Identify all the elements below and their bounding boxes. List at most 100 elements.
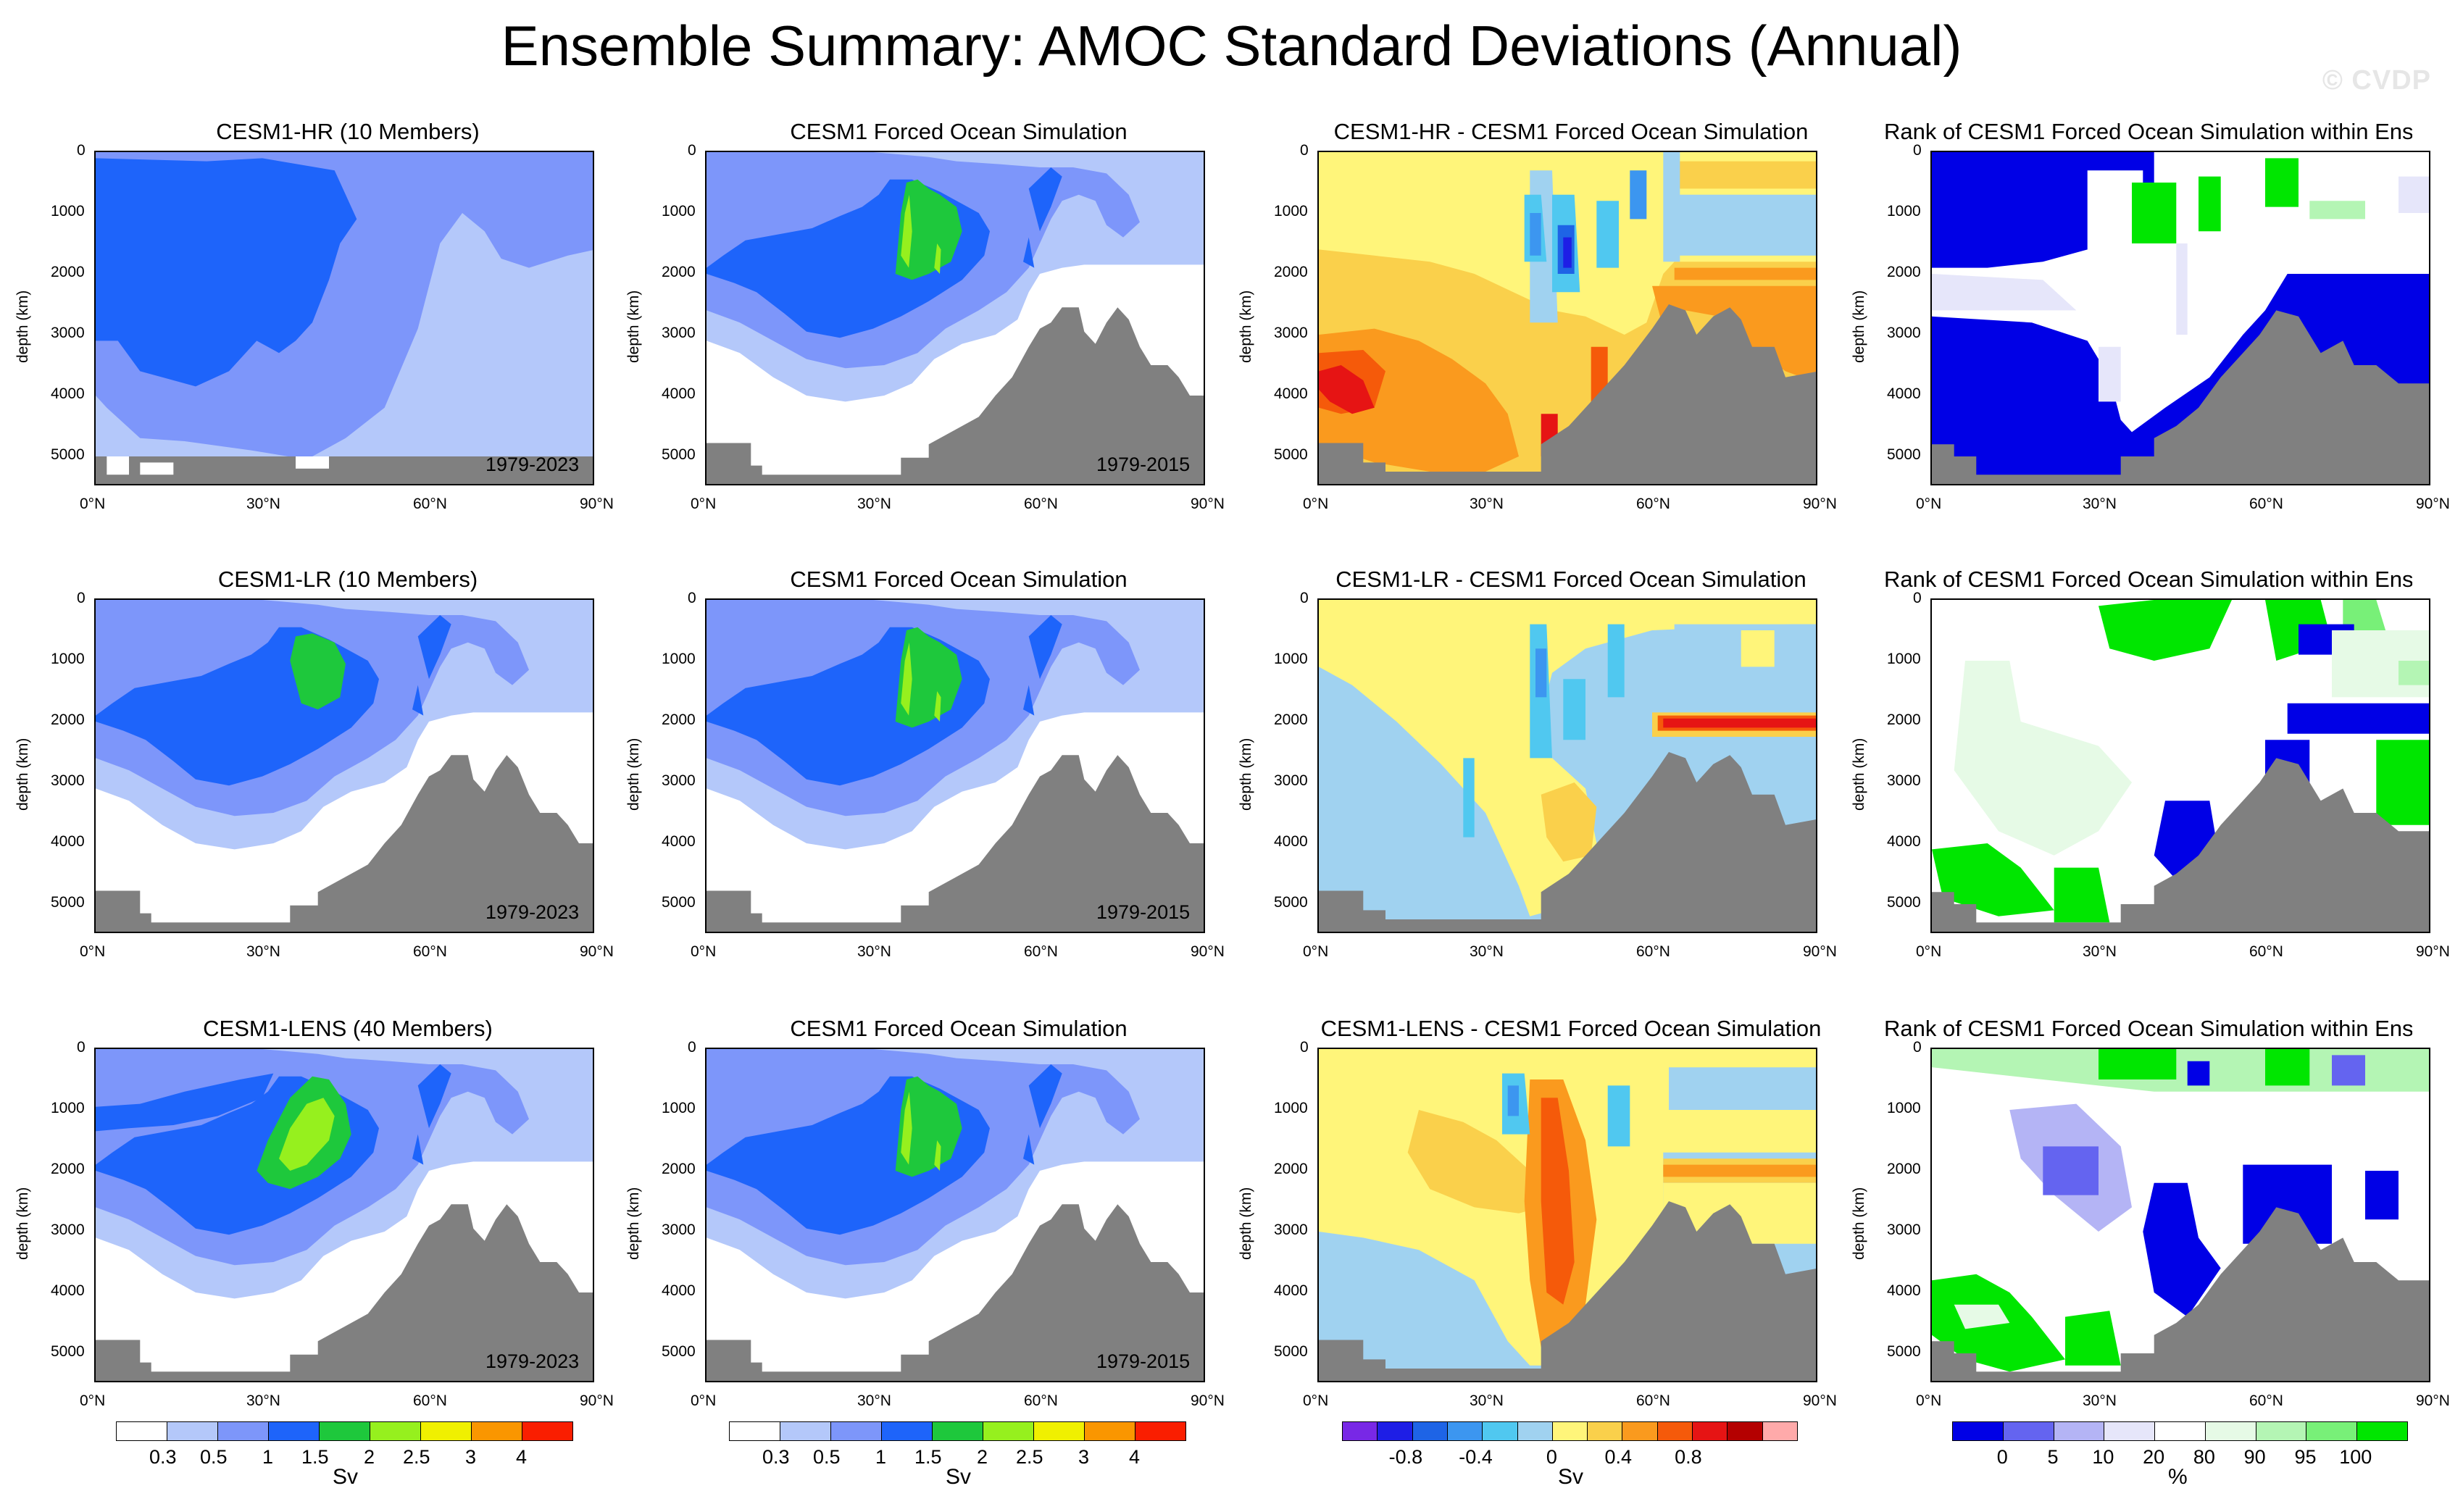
plot-area <box>94 598 594 933</box>
x-tick-label: 0°N <box>691 943 717 960</box>
colorbar-tick-label: 0.5 <box>200 1446 228 1468</box>
colorbar-tick-label: 0 <box>1996 1446 2008 1468</box>
colorbar-swatch <box>217 1421 269 1441</box>
x-tick-label: 90°N <box>1803 496 1837 512</box>
colorbar-swatch <box>780 1421 831 1441</box>
y-tick-label: 1000 <box>662 651 696 667</box>
colorbar-tick-label: 3 <box>1078 1446 1090 1468</box>
y-tick-label: 0 <box>1913 590 1922 606</box>
colorbar-swatch <box>1727 1421 1763 1441</box>
colorbar-swatch <box>370 1421 421 1441</box>
y-tick-label: 0 <box>688 590 696 606</box>
colorbar-swatch <box>2053 1421 2105 1441</box>
bathymetry-mask <box>707 755 1204 932</box>
x-tick-label: 30°N <box>2083 1392 2117 1409</box>
colorbar-swatch <box>1342 1421 1378 1441</box>
period-label: 1979-2023 <box>485 901 580 923</box>
y-tick-label: 5000 <box>1274 894 1308 911</box>
colorbar-tick-label: 0.8 <box>1675 1446 1702 1468</box>
colorbar-swatch <box>1692 1421 1728 1441</box>
y-tick-label: 2000 <box>1274 264 1308 280</box>
y-tick-label: 4000 <box>1887 385 1921 402</box>
y-tick-label: 3000 <box>1887 772 1921 789</box>
panel-title: CESM1-LR (10 Members) <box>217 567 478 592</box>
x-tick-label: 30°N <box>1470 1392 1504 1409</box>
plot-area <box>1317 1048 1817 1382</box>
y-axis-label: depth (km) <box>1238 290 1254 363</box>
colorbar-swatch <box>1622 1421 1658 1441</box>
plot-area <box>1930 598 2430 933</box>
y-tick-label: 0 <box>688 1039 696 1056</box>
panel-title: CESM1-LENS - CESM1 Forced Ocean Simulati… <box>1320 1016 1822 1041</box>
bathymetry-gap <box>107 456 129 475</box>
x-tick-label: 30°N <box>246 1392 280 1409</box>
x-tick-label: 0°N <box>1916 943 1942 960</box>
colorbar-swatch <box>2255 1421 2307 1441</box>
heatmap-diff-lr <box>1319 600 1816 932</box>
plot-area <box>94 151 594 485</box>
y-tick-label: 1000 <box>662 203 696 220</box>
heatmap-diff-hr <box>1319 152 1816 484</box>
colorbar-swatch <box>1084 1421 1135 1441</box>
colorbar-tick-label: 2 <box>977 1446 988 1468</box>
x-tick-label: 60°N <box>1636 496 1670 512</box>
y-tick-label: 5000 <box>662 446 696 463</box>
x-tick-label: 0°N <box>80 943 106 960</box>
bathymetry-mask <box>1319 304 1816 484</box>
colorbar-swatch <box>729 1421 780 1441</box>
y-tick-label: 4000 <box>51 385 85 402</box>
y-tick-label: 3000 <box>1887 1221 1921 1238</box>
colorbar-tick-label: 20 <box>2143 1446 2165 1468</box>
y-tick-label: 3000 <box>662 325 696 341</box>
x-tick-label: 90°N <box>1803 943 1837 960</box>
colorbar-tick-label: 80 <box>2193 1446 2215 1468</box>
y-tick-label: 0 <box>1300 142 1309 159</box>
heatmap-std-hr <box>96 152 593 484</box>
colorbar-swatch <box>2204 1421 2256 1441</box>
bathymetry-mask <box>1932 1207 2429 1381</box>
y-tick-label: 2000 <box>662 264 696 280</box>
y-tick-label: 3000 <box>51 1221 85 1238</box>
y-tick-label: 5000 <box>1274 1343 1308 1360</box>
colorbar-unit: Sv <box>1558 1465 1584 1489</box>
y-tick-label: 4000 <box>1274 1282 1308 1299</box>
y-axis-label: depth (km) <box>14 290 31 363</box>
y-tick-label: 4000 <box>1274 385 1308 402</box>
x-tick-label: 90°N <box>2416 1392 2450 1409</box>
y-tick-label: 2000 <box>1274 1161 1308 1177</box>
x-tick-label: 60°N <box>2249 1392 2283 1409</box>
x-tick-label: 0°N <box>691 496 717 512</box>
heatmap-std-obs <box>707 1049 1204 1381</box>
x-tick-label: 0°N <box>1303 1392 1329 1409</box>
colorbar-swatch <box>471 1421 522 1441</box>
y-tick-label: 3000 <box>1274 325 1308 341</box>
y-tick-label: 1000 <box>51 1100 85 1116</box>
heatmap-rank-lens <box>1932 1049 2429 1381</box>
y-tick-label: 5000 <box>1274 446 1308 463</box>
plot-area <box>1930 151 2430 485</box>
bathymetry-mask <box>96 755 593 932</box>
colorbar-swatch <box>2306 1421 2358 1441</box>
y-tick-label: 4000 <box>662 385 696 402</box>
watermark: © CVDP <box>2322 65 2431 96</box>
colorbar-swatch <box>268 1421 320 1441</box>
period-label: 1979-2023 <box>485 1350 580 1372</box>
y-tick-label: 3000 <box>662 1221 696 1238</box>
y-tick-label: 2000 <box>1887 1161 1921 1177</box>
y-axis-label: depth (km) <box>625 1187 642 1260</box>
y-tick-label: 4000 <box>1274 833 1308 850</box>
x-tick-label: 90°N <box>580 1392 614 1409</box>
colorbar-tick-label: 2.5 <box>1016 1446 1043 1468</box>
y-tick-label: 0 <box>1300 590 1309 606</box>
colorbar-swatch <box>830 1421 882 1441</box>
y-axis-label: depth (km) <box>1238 738 1254 811</box>
x-tick-label: 0°N <box>1303 496 1329 512</box>
y-tick-label: 0 <box>1300 1039 1309 1056</box>
panel-title: CESM1-LR - CESM1 Forced Ocean Simulation <box>1335 567 1806 592</box>
y-axis-label: depth (km) <box>625 738 642 811</box>
panel-title: CESM1-HR - CESM1 Forced Ocean Simulation <box>1333 119 1809 144</box>
bathymetry-gap <box>296 456 329 469</box>
y-tick-label: 5000 <box>662 1343 696 1360</box>
y-tick-label: 2000 <box>662 711 696 728</box>
colorbar-swatch <box>1482 1421 1518 1441</box>
